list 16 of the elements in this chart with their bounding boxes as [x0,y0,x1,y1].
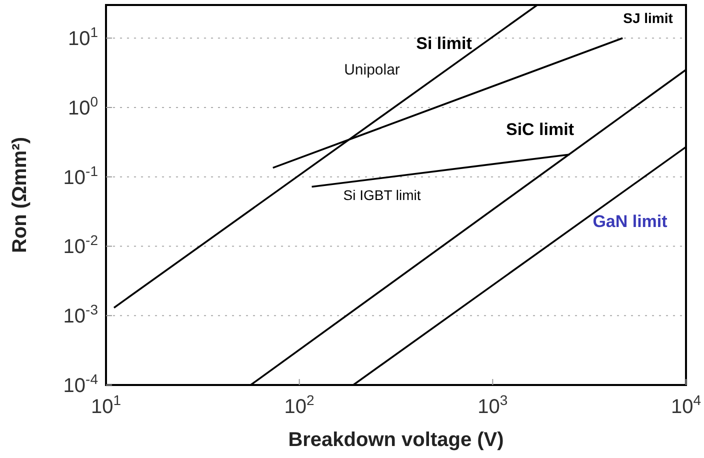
y-tick-label: 10$^{1}$ [68,24,98,50]
y-tick-label: 10$^{-3}$ [63,302,98,328]
y-tick-label: 10$^{0}$ [68,93,98,120]
series-label: SJ limit [623,10,673,26]
series-label: SiC limit [506,120,574,140]
y-tick-label: 10$^{-2}$ [63,232,98,258]
series-label: Si limit [416,34,472,54]
x-tick-label: 10$^{2}$ [284,392,315,418]
y-tick-label: 10$^{-1}$ [63,162,98,189]
y-axis-title: Ron (Ωmm²) [9,136,31,254]
x-tick-label: 10$^{3}$ [478,392,508,418]
x-tick-label: 10$^{4}$ [670,392,702,418]
annotation: Unipolar [344,62,400,78]
series-label: GaN limit [592,212,668,232]
series-label: Si IGBT limit [343,187,421,203]
x-axis-title: Breakdown voltage (V) [288,429,504,451]
